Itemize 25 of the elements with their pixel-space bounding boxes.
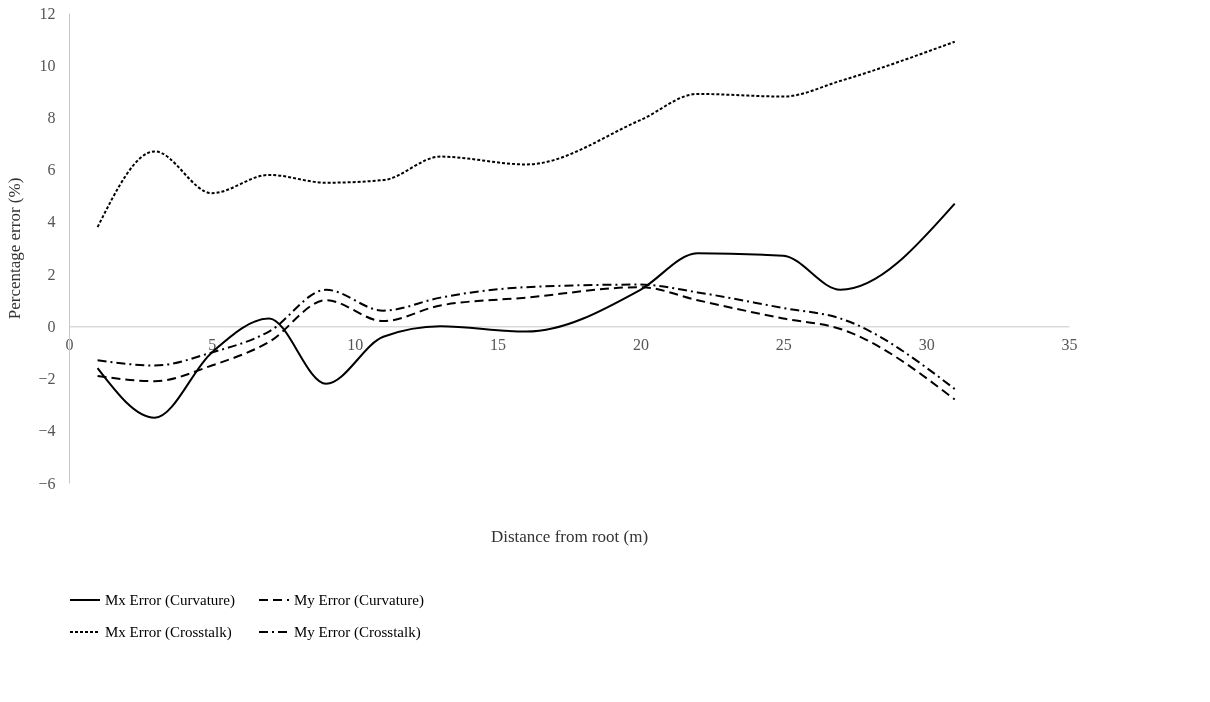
x-tick-label: 35 (1061, 335, 1078, 353)
x-tick-label: 5 (208, 335, 217, 353)
y-tick-label: 2 (47, 265, 56, 283)
legend-label: Mx Error (Crosstalk) (105, 624, 232, 641)
y-tick-label: −6 (38, 474, 56, 492)
y-tick-label: 8 (47, 108, 56, 126)
x-tick-label: 20 (632, 335, 649, 353)
x-tick-label: 10 (347, 335, 364, 353)
x-tick-label: 25 (775, 335, 792, 353)
legend-label: My Error (Crosstalk) (294, 624, 421, 641)
line-series (96, 40, 956, 229)
y-tick-label: −4 (38, 422, 56, 440)
x-tick-label: 30 (918, 335, 935, 353)
y-tick-label: 10 (39, 56, 56, 74)
x-axis-title: Distance from root (m) (490, 526, 649, 546)
line-series (96, 202, 956, 419)
legend-label: My Error (Curvature) (294, 592, 424, 609)
y-tick-label: 0 (47, 317, 56, 335)
y-axis-title: Percentage error (%) (5, 177, 25, 320)
x-tick-label: 15 (490, 335, 507, 353)
y-tick-label: 6 (47, 161, 56, 179)
y-tick-label: 12 (39, 4, 56, 22)
legend-label: Mx Error (Curvature) (105, 592, 235, 609)
y-tick-label: 4 (47, 213, 56, 231)
y-tick-label: −2 (38, 370, 56, 388)
